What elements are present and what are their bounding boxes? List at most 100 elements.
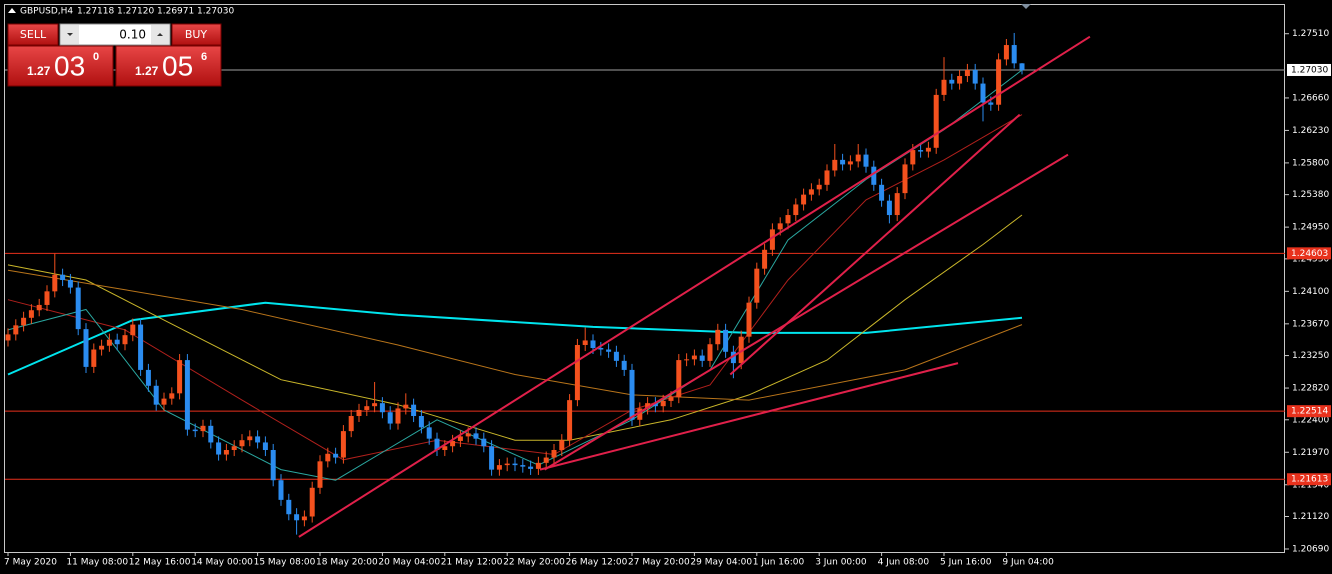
candle-body [660,400,666,407]
candle-body [582,340,588,345]
candle-body [216,442,222,455]
x-tick-label: 15 May 08:00 [254,558,316,568]
candle-body [879,184,885,201]
candle-body [450,440,456,447]
candle-body [863,154,869,167]
candle-body [676,360,682,398]
y-tick-label: 1.21970 [1292,448,1329,458]
candle-body [99,345,105,350]
candle-body [941,79,947,95]
down-arrow [67,33,73,36]
symbol: GBPUSD,H4 [20,7,73,17]
candle-body [52,274,58,292]
candle-body [738,336,744,364]
candle-body [520,465,526,467]
candle-body [668,397,674,401]
candle-body [762,249,768,269]
sell-price-box[interactable] [7,45,114,87]
level-label-box [1287,405,1331,418]
plot [5,32,1285,538]
candle-body [902,164,908,194]
candle-body [153,385,159,405]
candle-body [294,514,300,521]
candle-body [824,170,830,185]
candle-body [793,204,799,216]
candle-body [691,355,697,360]
x-tick-label: 21 May 12:00 [441,558,503,568]
candle-body [130,324,136,336]
candle-body [28,310,34,318]
x-tick-label: 27 May 20:00 [628,558,690,568]
candle-body [434,438,440,451]
candle-body [411,404,417,417]
candle-body [489,446,495,470]
candle-body [270,450,276,481]
x-tick-label: 14 May 00:00 [191,558,253,568]
y-tick-label: 1.21540 [1292,480,1329,490]
candle-body [122,335,128,345]
buy-button[interactable] [171,23,222,46]
candle-body [325,453,331,462]
ohlc: 1.27030 [197,7,234,17]
buy-price-box[interactable] [115,45,222,87]
candle-body [372,403,378,407]
candle-body [67,280,73,288]
candle-body [473,433,479,439]
ohlc: 1.26971 [157,7,194,17]
candle-body [395,408,401,424]
trendline [729,113,1021,376]
candle-body [847,161,853,165]
candle-body [925,147,931,152]
candle-body [21,317,27,326]
candle-body [754,268,760,303]
candle-body [465,433,471,437]
candle-body [746,302,752,337]
x-tick-label: 20 May 04:00 [378,558,440,568]
sell-button[interactable] [7,23,59,46]
candle-body [1003,45,1009,60]
y-tick-label: 1.22400 [1292,415,1329,425]
candle-body [801,194,807,205]
candle-body [629,369,635,420]
candle-body [512,463,518,466]
x-tick-label: 12 May 16:00 [129,558,191,568]
candle-body [286,499,292,515]
candle-body [684,359,690,361]
candle-body [262,442,268,451]
y-tick-label: 1.22820 [1292,384,1329,394]
candle-body [403,404,409,409]
candle-body [972,69,978,84]
x-tick-label: 18 May 20:00 [316,558,378,568]
trendline [298,35,1091,538]
candle-body [535,462,541,469]
y-tick-label: 1.24100 [1292,287,1329,297]
current-price-box [1287,63,1331,76]
candle-body [247,436,253,441]
candle-body [138,324,144,370]
candle-body [223,450,229,455]
candle-body [114,339,120,345]
candle-body [964,69,970,77]
lot-field[interactable] [59,23,171,46]
y-tick-label: 1.23670 [1292,319,1329,329]
candle-body [528,466,534,469]
buy-price-big: 1.27 [135,64,159,78]
candle-body [239,440,245,447]
y-tick-label: 1.24530 [1292,254,1329,264]
candle-body [169,393,175,399]
candle-body [832,159,838,171]
y-tick-label: 1.20690 [1292,544,1329,554]
candle-body [1011,45,1017,64]
candle-body [208,425,214,443]
candle-body [161,398,167,405]
trendline [539,362,959,471]
candle-body [60,274,66,281]
candle-body [356,409,362,417]
candle-body [574,344,580,401]
collapse-arrow[interactable] [8,8,16,13]
y-tick-label: 1.26230 [1292,126,1329,136]
candle-body [301,516,307,521]
candle-body [200,425,206,432]
ohlc: 1.27118 [77,7,114,17]
candle-body [184,360,190,430]
